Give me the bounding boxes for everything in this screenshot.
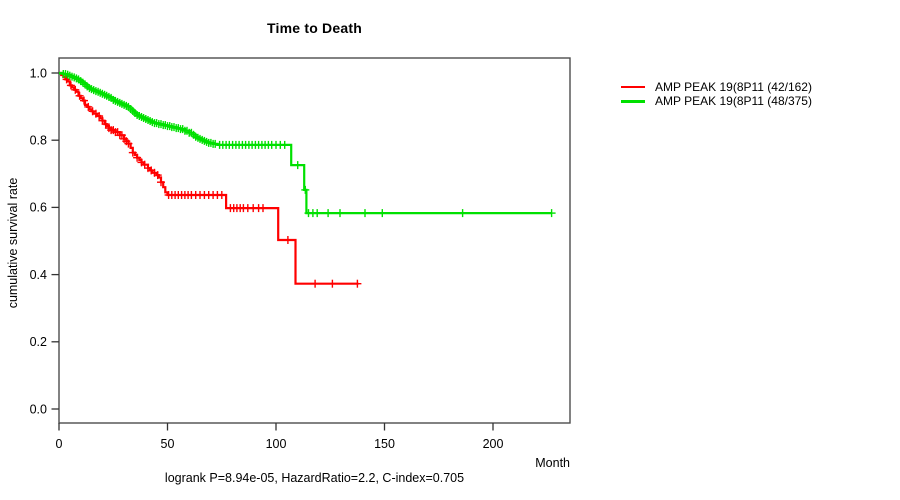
legend-label-green: AMP PEAK 19(8P11 (48/375): [655, 94, 812, 109]
legend-color-line: [621, 100, 645, 103]
y-tick-label: 0.2: [30, 335, 47, 349]
x-tick-label: 200: [483, 437, 504, 451]
stats-footnote: logrank P=8.94e-05, HazardRatio=2.2, C-i…: [164, 471, 465, 485]
legend-color-line: [621, 85, 645, 88]
x-tick-label: 150: [374, 437, 395, 451]
y-tick-label: 0.6: [30, 201, 47, 215]
chart-title: Time to Death: [267, 20, 362, 36]
legend: AMP PEAK 19(8P11 (42/162) AMP PEAK 19(8P…: [621, 80, 812, 108]
legend-label-red: AMP PEAK 19(8P11 (42/162): [655, 79, 812, 94]
x-axis-label: Month: [535, 456, 570, 470]
survival-curve-red: [59, 71, 359, 285]
x-tick-label: 100: [266, 437, 287, 451]
legend-item-green: AMP PEAK 19(8P11 (48/375): [621, 94, 812, 109]
y-tick-label: 0.8: [30, 134, 47, 148]
x-tick-label: 50: [161, 437, 175, 451]
y-tick-label: 0.4: [30, 268, 47, 282]
legend-item-red: AMP PEAK 19(8P11 (42/162): [621, 80, 812, 94]
x-tick-label: 0: [56, 437, 63, 451]
y-tick-label: 1.0: [30, 66, 47, 80]
plot-box: [58, 57, 571, 424]
y-tick-label: 0.0: [30, 402, 47, 416]
